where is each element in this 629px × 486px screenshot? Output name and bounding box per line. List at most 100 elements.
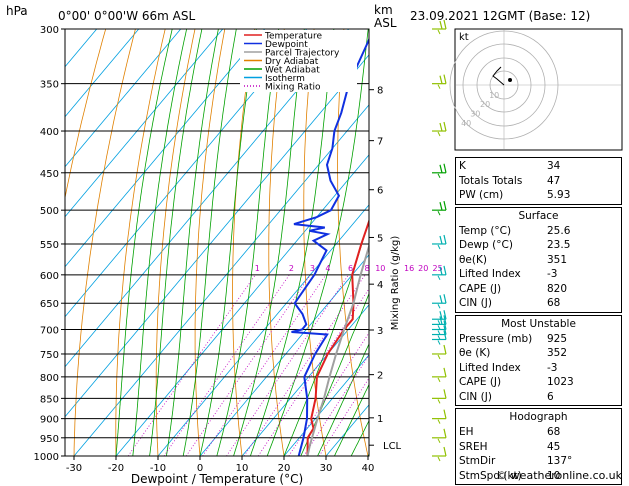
location-title: 0°00' 0°00'W 66m ASL	[58, 9, 196, 23]
x-tick-label: 20	[278, 463, 291, 474]
km-tick-label: 1	[377, 414, 383, 425]
wind-barb-tail	[437, 29, 441, 35]
legend-label: Temperature	[264, 32, 322, 42]
wet-adiabat-line	[115, 29, 173, 456]
profile-lines	[291, 37, 369, 456]
wind-barb-feather	[443, 19, 447, 30]
pressure-tick-label: 450	[40, 169, 59, 180]
isotherm-line	[115, 154, 369, 456]
wet-adiabat-line	[182, 29, 237, 456]
wind-barb-feather	[439, 20, 443, 30]
wind-barb-feather	[439, 295, 443, 304]
wet-adiabat-line	[317, 342, 369, 456]
wind-barb-tail	[437, 303, 441, 309]
isotherm-line	[65, 29, 182, 168]
asl-axis-title: ASL	[374, 16, 397, 30]
legend-label: Isotherm	[265, 74, 305, 84]
hodograph-unit: kt	[459, 32, 469, 43]
surface-section: Surface Temp (°C) 25.6 Dewp (°C) 23.5 θe(K…	[455, 206, 622, 313]
isotherm-line	[199, 254, 369, 456]
km-axis: 1 2 3 4 5 6 7 8 LCL	[369, 86, 402, 452]
wind-barb-tail	[437, 456, 441, 462]
wind-barb-tail	[437, 399, 441, 404]
pressure-tick-label: 850	[40, 394, 59, 405]
wind-barb-feather	[443, 344, 447, 355]
footer-credit: © weatheronline.co.uk	[496, 469, 622, 482]
legend-label: Dry Adiabat	[265, 57, 319, 67]
wind-barb-feather	[443, 294, 447, 304]
index-row: StmSpd (kt) 10	[459, 469, 561, 482]
km-tick-label: 4	[377, 280, 383, 291]
mixing-ratio-label: 20	[418, 264, 428, 273]
index-row: Dewp (°C) 23.5	[459, 239, 571, 251]
wind-barb-feather	[443, 389, 447, 399]
dry-adiabat-line	[65, 29, 107, 200]
wind-barbs	[432, 19, 447, 462]
index-row: Lifted Index -3	[459, 268, 558, 280]
dry-adiabat-line	[232, 29, 255, 456]
index-row: Pressure (mb) 925	[459, 332, 568, 345]
dry-adiabat-line	[115, 29, 166, 456]
wet-adiabat-line	[132, 29, 187, 456]
wind-barb-tail	[437, 244, 441, 250]
wind-barb-feather	[443, 409, 447, 419]
parcel-trajectory-profile	[306, 242, 369, 456]
x-tick-label: 30	[320, 463, 333, 474]
wind-barb-feather	[443, 428, 447, 438]
isotherm-line	[157, 204, 369, 456]
x-tick-label: -30	[66, 463, 82, 474]
wind-barb-feather	[439, 202, 443, 211]
general-indices: K 34 Totals Totals 47 PW (cm) 5.93	[455, 157, 622, 205]
wind-barb-feather	[439, 316, 443, 325]
wet-adiabat-line	[334, 383, 369, 456]
x-tick-label: 0	[197, 463, 203, 474]
mixing-ratio-line	[202, 274, 327, 456]
indices-panel: K 34 Totals Totals 47 PW (cm) 5.93 Surface …	[455, 155, 622, 485]
x-axis-title: Dewpoint / Temperature (°C)	[131, 472, 303, 486]
km-tick-label: 8	[377, 86, 383, 97]
isotherm-line	[65, 54, 369, 418]
isotherm-line	[65, 29, 266, 268]
plot-frame	[64, 28, 370, 457]
isotherm-line	[65, 29, 140, 118]
wind-barb-tail	[437, 173, 441, 179]
index-row: θe (K) 352	[459, 347, 568, 359]
mixing-ratio-label: 25	[433, 264, 443, 273]
datetime-title: 23.09.2021 12GMT (Base: 12)	[410, 9, 590, 23]
index-row: SREH 45	[459, 440, 561, 453]
pressure-tick-label: 600	[40, 271, 59, 282]
wind-barb-feather	[443, 446, 447, 457]
pressure-tick-label: 650	[40, 299, 59, 310]
km-tick-label: 2	[377, 371, 383, 382]
km-tick-label: 7	[377, 137, 383, 148]
wind-barb-feather	[439, 266, 443, 275]
lcl-label: LCL	[383, 441, 402, 452]
x-tick-label: -20	[108, 463, 124, 474]
pressure-tick-label: 700	[40, 326, 59, 337]
wind-barb-feather	[443, 330, 447, 340]
wind-barb-feather	[443, 163, 447, 173]
wind-barb-tail	[437, 210, 441, 216]
legend-label: Wet Adiabat	[265, 66, 320, 76]
wind-barb-feather	[443, 234, 447, 245]
hodograph-ring-label: 30	[470, 110, 480, 119]
wind-barb-tail	[437, 354, 441, 360]
storm-motion-marker	[508, 78, 512, 82]
wind-barb-feather	[443, 74, 447, 84]
index-row: StmDir 137°	[459, 455, 573, 467]
index-row: CIN (J) 6	[459, 390, 554, 403]
wind-barb-feather	[443, 201, 447, 211]
km-tick-label: 5	[377, 233, 383, 244]
section-title: Hodograph	[509, 411, 568, 423]
wet-adiabat-line	[266, 29, 369, 456]
wind-barb-feather	[439, 164, 443, 173]
wind-barb-tail	[437, 84, 441, 89]
mixing-ratio-label: 8	[365, 264, 370, 273]
mixing-ratio-label: 4	[325, 264, 330, 273]
wind-barb-tail	[437, 335, 441, 340]
wind-barb-feather	[439, 75, 443, 84]
isotherm-line	[65, 29, 308, 318]
km-axis-title: km	[374, 3, 393, 17]
most-unstable-section: Most Unstable Pressure (mb) 925 θe (K) 352…	[455, 314, 622, 406]
